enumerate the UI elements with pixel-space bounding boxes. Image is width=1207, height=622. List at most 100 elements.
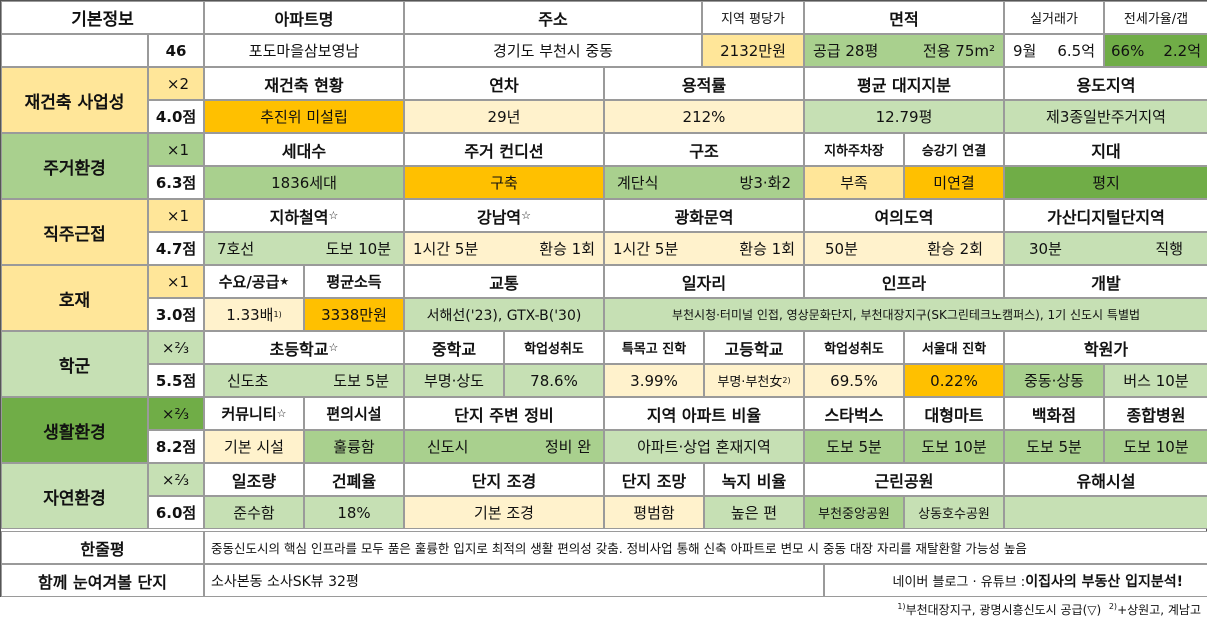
starbucks-value: 도보 5분 xyxy=(804,430,904,463)
development-score: 3.0점 xyxy=(148,298,204,331)
header-condition: 주거 컨디션 xyxy=(404,133,604,166)
living-score: 6.3점 xyxy=(148,166,204,199)
credit-prefix: 네이버 블로그 · 유튜브 : xyxy=(892,575,1026,590)
commute-score: 4.7점 xyxy=(148,232,204,265)
footnote-ref-2: 2) xyxy=(782,376,791,385)
special-school-value: 3.99% xyxy=(604,364,704,397)
structure-type: 계단식 xyxy=(617,174,659,192)
footnote-2-mark: 2) xyxy=(1108,602,1118,611)
supply-area: 공급 28평 xyxy=(813,42,879,60)
header-gwanghwamun: 광화문역 xyxy=(604,199,804,232)
supply-ratio: 1.33배 xyxy=(226,306,274,324)
header-parking: 지하주차장 xyxy=(804,133,904,166)
footnote-1-text: 부천대장지구, 광명시흥신도시 공급(▽) xyxy=(905,603,1102,617)
area-value: 공급 28평 전용 75m² xyxy=(804,34,1004,67)
income-value: 3338만원 xyxy=(304,298,404,331)
commute-multiplier: ×1 xyxy=(148,199,204,232)
header-park: 근린공원 xyxy=(804,463,1004,496)
header-far: 용적률 xyxy=(604,67,804,100)
header-mart: 대형마트 xyxy=(904,397,1004,430)
coverage-value: 18% xyxy=(304,496,404,529)
rebuild-multiplier: ×2 xyxy=(148,67,204,100)
yeouido-transfer: 환승 2회 xyxy=(927,240,983,258)
summary-label: 한줄평 xyxy=(1,531,204,564)
academy-bus-value: 버스 10분 xyxy=(1104,364,1207,397)
view-value: 평범함 xyxy=(604,496,704,529)
credit: 네이버 블로그 · 유튜브 : 이집사의 부동산 입지분석! xyxy=(824,564,1207,597)
header-convenience: 편의시설 xyxy=(304,397,404,430)
summary-text: 중동신도시의 핵심 인프라를 모두 품은 훌륭한 입지로 최적의 생활 편의성 … xyxy=(204,531,1207,564)
actual-price-value: 9월 6.5억 xyxy=(1004,34,1104,67)
academy-area-value: 중동·상동 xyxy=(1004,364,1104,397)
footnote-1-mark: 1) xyxy=(897,602,906,611)
gangnam-time: 1시간 5분 xyxy=(413,240,479,258)
header-apt-ratio: 지역 아파트 비율 xyxy=(604,397,804,430)
header-land-share: 평균 대지지분 xyxy=(804,67,1004,100)
header-structure: 구조 xyxy=(604,133,804,166)
transport-value: 서해선('23), GTX-B('30) xyxy=(404,298,604,331)
header-jobs: 일자리 xyxy=(604,265,804,298)
header-jeonse: 전세가율/갭 xyxy=(1104,1,1207,34)
header-sunlight: 일조량 xyxy=(204,463,304,496)
life-score: 8.2점 xyxy=(148,430,204,463)
supply-header-text: 수요/공급 xyxy=(218,273,280,291)
header-dept: 백화점 xyxy=(1004,397,1104,430)
star-outline-icon: ☆ xyxy=(328,341,339,354)
header-gasan: 가산디지털단지역 xyxy=(1004,199,1207,232)
elevator-value: 미연결 xyxy=(904,166,1004,199)
development-multiplier: ×1 xyxy=(148,265,204,298)
jeonse-value: 66% 2.2억 xyxy=(1104,34,1207,67)
convenience-value: 훌륭함 xyxy=(304,430,404,463)
footnote-2-text: +상원고, 계남고 xyxy=(1117,603,1201,617)
community-value: 기본 시설 xyxy=(204,430,304,463)
address-value: 경기도 부천시 중동 xyxy=(404,34,702,67)
gasan-time: 30분 xyxy=(1029,240,1062,258)
subway-value: 7호선 도보 10분 xyxy=(204,232,404,265)
mid-achievement-value: 78.6% xyxy=(504,364,604,397)
far-value: 212% xyxy=(604,100,804,133)
header-transport: 교통 xyxy=(404,265,604,298)
star-outline-icon: ☆ xyxy=(276,407,287,420)
structure-value: 계단식 방3·화2 xyxy=(604,166,804,199)
terrain-value: 평지 xyxy=(1004,166,1207,199)
star-filled-icon: ★ xyxy=(279,275,290,288)
yeouido-value: 50분 환승 2회 xyxy=(804,232,1004,265)
header-elementary: 초등학교 ☆ xyxy=(204,331,404,364)
subway-line: 7호선 xyxy=(217,240,255,258)
nature-multiplier: ×⅔ xyxy=(148,463,204,496)
header-dev: 개발 xyxy=(1004,265,1207,298)
exclusive-area: 전용 75m² xyxy=(922,42,995,60)
life-multiplier: ×⅔ xyxy=(148,397,204,430)
rebuild-section-label: 재건축 사업성 xyxy=(1,67,148,133)
actual-price: 6.5억 xyxy=(1057,42,1095,60)
land-share-value: 12.79평 xyxy=(804,100,1004,133)
elementary-value: 신도초 도보 5분 xyxy=(204,364,404,397)
footnotes: 1)부천대장지구, 광명시흥신도시 공급(▽) 2)+상원고, 계남고 xyxy=(897,601,1201,618)
hazard-value xyxy=(1004,496,1207,529)
header-apartment-name: 아파트명 xyxy=(204,1,404,34)
header-subway: 지하철역 ☆ xyxy=(204,199,404,232)
header-price-per-pyeong: 지역 평당가 xyxy=(702,1,804,34)
gwanghwamun-transfer: 환승 1회 xyxy=(739,240,795,258)
header-infra: 인프라 xyxy=(804,265,1004,298)
header-hazard: 유해시설 xyxy=(1004,463,1207,496)
parking-value: 부족 xyxy=(804,166,904,199)
age-value: 29년 xyxy=(404,100,604,133)
nature-score: 6.0점 xyxy=(148,496,204,529)
header-coverage: 건폐율 xyxy=(304,463,404,496)
life-section-label: 생활환경 xyxy=(1,397,148,463)
school-section-label: 학군 xyxy=(1,331,148,397)
surround-status: 정비 완 xyxy=(544,438,591,456)
header-hospital: 종합병원 xyxy=(1104,397,1207,430)
apartment-name: 포도마을삼보영남 xyxy=(204,34,404,67)
basic-section-label: 기본정보 xyxy=(1,1,204,34)
mart-value: 도보 10분 xyxy=(904,430,1004,463)
surround-area: 신도시 xyxy=(427,438,469,456)
header-landscape: 단지 조경 xyxy=(404,463,604,496)
living-section-label: 주거환경 xyxy=(1,133,148,199)
header-zone: 용도지역 xyxy=(1004,67,1207,100)
header-rebuild-status: 재건축 현황 xyxy=(204,67,404,100)
middle-value: 부명·상도 xyxy=(404,364,504,397)
gangnam-value: 1시간 5분 환승 1회 xyxy=(404,232,604,265)
star-outline-icon: ☆ xyxy=(521,209,532,222)
